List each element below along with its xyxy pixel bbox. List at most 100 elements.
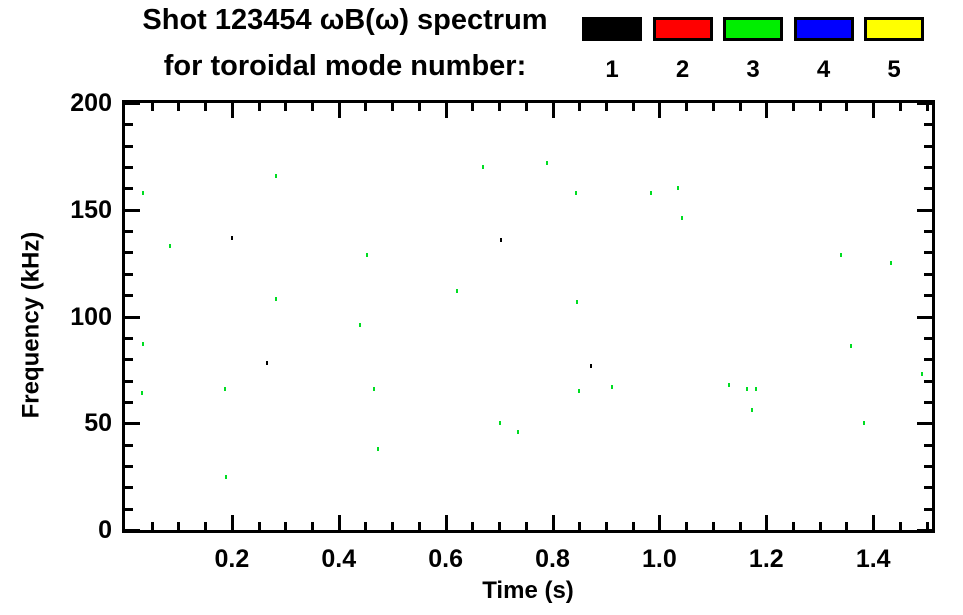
y-minor-tick — [125, 145, 133, 148]
data-point — [358, 323, 361, 328]
x-tick-label: 1.2 — [748, 545, 784, 573]
x-minor-tick — [605, 103, 608, 111]
data-point — [610, 384, 613, 389]
legend-swatch-mode-2 — [652, 17, 713, 41]
x-major-tick — [765, 103, 768, 118]
y-minor-tick — [924, 251, 932, 254]
y-minor-tick — [125, 465, 133, 468]
legend-swatch-mode-3 — [723, 17, 783, 41]
x-minor-tick — [525, 103, 528, 111]
x-minor-tick — [899, 103, 902, 111]
x-minor-tick — [578, 103, 581, 111]
y-tick-label: 100 — [70, 302, 112, 331]
data-point — [141, 342, 144, 347]
y-tick-label: 150 — [70, 195, 112, 224]
y-minor-tick — [924, 358, 932, 361]
y-minor-tick — [924, 273, 932, 276]
legend-swatch-mode-5 — [864, 17, 924, 41]
y-tick-label: 200 — [70, 89, 112, 117]
y-minor-tick — [125, 273, 133, 276]
x-major-tick — [338, 103, 341, 118]
x-minor-tick — [364, 522, 367, 530]
x-major-tick — [338, 515, 341, 530]
data-point — [141, 190, 144, 195]
legend-label-mode-1: 1 — [605, 56, 619, 83]
x-minor-tick — [685, 103, 688, 111]
x-minor-tick — [926, 522, 929, 530]
x-minor-tick — [258, 103, 261, 111]
data-point — [140, 391, 143, 396]
legend-label-mode-2: 2 — [675, 56, 690, 83]
y-minor-tick — [125, 401, 133, 404]
x-tick-label: 1.4 — [855, 545, 891, 573]
y-minor-tick — [924, 294, 932, 297]
x-minor-tick — [471, 522, 474, 530]
x-major-tick — [658, 515, 661, 530]
x-major-tick — [445, 515, 448, 530]
y-minor-tick — [924, 444, 932, 447]
data-point — [456, 288, 459, 293]
x-minor-tick — [204, 103, 207, 111]
y-minor-tick — [924, 486, 932, 489]
y-minor-tick — [125, 380, 133, 383]
data-point — [863, 421, 866, 426]
x-major-tick — [552, 515, 555, 530]
data-point — [482, 165, 485, 170]
x-tick-label: 0.4 — [321, 545, 357, 573]
y-minor-tick — [924, 145, 932, 148]
data-point — [365, 252, 368, 257]
y-major-tick — [125, 422, 140, 425]
data-point — [499, 421, 502, 426]
y-major-tick — [125, 529, 140, 532]
x-minor-tick — [498, 103, 501, 111]
data-point — [850, 344, 853, 349]
y-minor-tick — [125, 251, 133, 254]
x-minor-tick — [204, 522, 207, 530]
x-tick-label: 1.0 — [642, 545, 677, 573]
y-minor-tick — [924, 123, 932, 126]
x-minor-tick — [819, 103, 822, 111]
x-major-tick — [658, 103, 661, 118]
y-tick-label: 0 — [98, 516, 112, 544]
legend-swatch-mode-4 — [793, 17, 854, 41]
y-tick-label: 50 — [84, 409, 112, 438]
chart-title-line1: Shot 123454 ωB(ω) spectrum — [142, 4, 548, 36]
data-point — [839, 252, 842, 257]
y-minor-tick — [924, 380, 932, 383]
data-point — [578, 389, 581, 394]
x-major-tick — [231, 515, 234, 530]
legend-label-mode-5: 5 — [887, 56, 901, 83]
data-point — [576, 299, 579, 304]
data-point — [889, 261, 892, 266]
x-minor-tick — [177, 522, 180, 530]
legend-label-mode-4: 4 — [816, 56, 831, 83]
x-minor-tick — [819, 522, 822, 530]
x-minor-tick — [792, 522, 795, 530]
x-major-tick — [445, 103, 448, 118]
data-point — [574, 190, 577, 195]
x-minor-tick — [391, 522, 394, 530]
y-minor-tick — [125, 166, 133, 169]
y-minor-tick — [125, 358, 133, 361]
y-major-tick — [125, 209, 140, 212]
data-point — [275, 173, 278, 178]
data-point — [223, 387, 226, 392]
x-minor-tick — [792, 103, 795, 111]
y-minor-tick — [125, 444, 133, 447]
x-minor-tick — [632, 522, 635, 530]
y-major-tick — [917, 209, 932, 212]
data-point — [275, 297, 278, 302]
data-point — [677, 186, 680, 191]
y-major-tick — [917, 529, 932, 532]
plot-area — [122, 100, 935, 533]
chart-title-line2: for toroidal mode number: — [163, 50, 527, 82]
x-minor-tick — [498, 522, 501, 530]
legend-swatch-mode-1 — [582, 17, 642, 41]
y-minor-tick — [924, 230, 932, 233]
x-minor-tick — [311, 522, 314, 530]
x-minor-tick — [926, 103, 929, 111]
data-point — [545, 160, 548, 165]
data-point — [372, 387, 375, 392]
x-minor-tick — [899, 522, 902, 530]
x-minor-tick — [311, 103, 314, 111]
